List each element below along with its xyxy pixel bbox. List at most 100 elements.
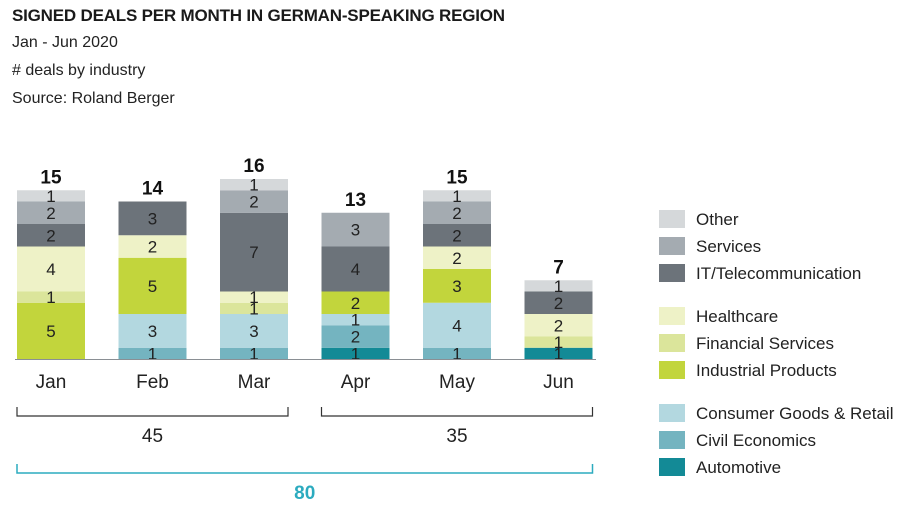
grand-total-label: 80 [294,483,315,504]
group-bracket [16,407,289,417]
bar-total-label: 14 [142,179,164,200]
bar-segment [423,347,491,359]
data-label: 2 [554,294,563,313]
data-label: 4 [452,316,461,335]
data-label: 1 [351,311,360,330]
bar-segment [321,314,390,326]
data-label: 2 [554,316,563,335]
bar-segment [321,212,390,247]
data-label: 4 [46,260,55,279]
bar-segment [220,190,288,213]
data-label: 4 [351,260,360,279]
legend-swatch [659,431,685,449]
data-label: 1 [452,344,461,363]
data-label: 1 [249,176,258,195]
data-label: 1 [249,299,258,318]
chart-unit-label: # deals by industry [12,62,146,79]
bar-segment [321,325,390,348]
bar-segment [17,246,85,292]
data-label: 1 [46,288,55,307]
data-label: 1 [351,344,360,363]
bar-segment [220,291,288,303]
chart-source: Source: Roland Berger [12,90,175,107]
legend-swatch [659,458,685,476]
legend-swatch [659,237,685,255]
data-label: 1 [554,277,563,296]
bar-segment [220,314,288,348]
bar-segment [524,314,593,337]
data-label: 7 [249,243,258,262]
bar-segment [17,190,85,202]
bar-total-label: 15 [446,167,468,188]
legend-label: Other [696,210,739,229]
bar-segment [118,257,187,314]
legend-swatch [659,361,685,379]
bar-segment [423,190,491,202]
x-tick-label: Jun [543,372,574,393]
chart-title: SIGNED DEALS PER MONTH IN GERMAN-SPEAKIN… [12,6,505,25]
x-tick-label: Mar [238,372,271,393]
legend-label: Healthcare [696,307,778,326]
legend-label: IT/Telecommunication [696,264,861,283]
bar-segment [321,347,390,359]
legend-label: Consumer Goods & Retail [696,404,893,423]
bar-total-label: 15 [40,167,62,188]
data-label: 3 [351,221,360,240]
data-label: 2 [148,238,157,257]
legend-label: Automotive [696,458,781,477]
data-label: 1 [148,344,157,363]
legend-swatch [659,404,685,422]
bar-segment [220,179,288,191]
bar-segment [524,280,593,292]
legend-swatch [659,334,685,352]
x-tick-label: May [439,372,475,393]
x-tick-label: Apr [341,372,371,393]
legend-label: Industrial Products [696,361,837,380]
bar-segment [118,235,187,258]
data-label: 1 [249,288,258,307]
bar-segment [17,291,85,303]
data-label: 2 [249,193,258,212]
data-label: 2 [452,204,461,223]
data-label: 5 [46,322,55,341]
x-tick-label: Jan [36,372,67,393]
bar-segment [423,246,491,269]
legend-swatch [659,307,685,325]
data-label: 2 [46,226,55,245]
bar-segment [220,212,288,292]
legend-swatch [659,264,685,282]
bar-segment [17,302,85,359]
bar-segment [524,291,593,314]
bar-segment [321,246,390,292]
bar-segment [118,314,187,348]
bar-segment [423,302,491,348]
bar-segment [524,347,593,359]
data-label: 3 [452,277,461,296]
data-label: 3 [249,322,258,341]
bar-segment [220,347,288,359]
grand-total-bracket [16,464,594,474]
group-sum-label: 35 [446,426,467,447]
data-label: 2 [452,226,461,245]
bar-segment [524,336,593,348]
bar-segment [17,224,85,247]
bar-segment [118,201,187,236]
x-tick-label: Feb [136,372,169,393]
data-label: 2 [452,249,461,268]
data-label: 2 [46,204,55,223]
bar-segment [423,201,491,224]
bar-segment [118,347,187,359]
legend-swatch [659,210,685,228]
data-label: 2 [351,294,360,313]
data-label: 1 [249,344,258,363]
data-label: 3 [148,209,157,228]
data-label: 1 [554,333,563,352]
legend-label: Services [696,237,761,256]
group-bracket [320,407,594,417]
legend-label: Financial Services [696,334,834,353]
data-label: 1 [46,187,55,206]
chart-subtitle: Jan - Jun 2020 [12,34,118,51]
data-label: 1 [554,344,563,363]
bar-total-label: 7 [553,257,564,278]
